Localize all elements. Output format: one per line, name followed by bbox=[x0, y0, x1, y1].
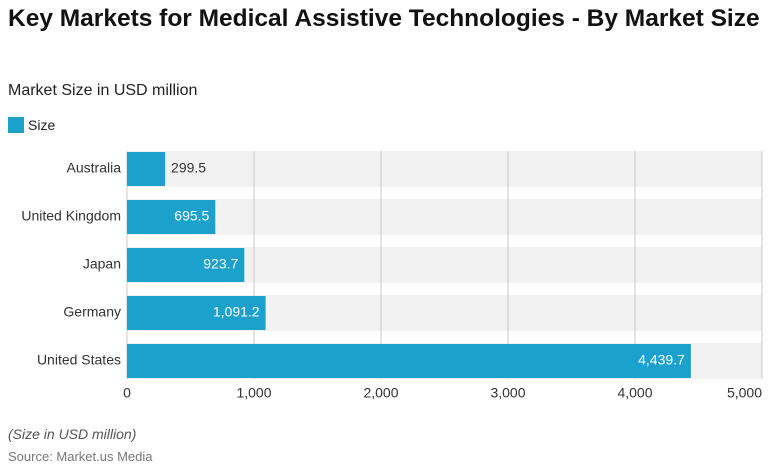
y-tick-label: Japan bbox=[83, 256, 121, 272]
x-tick-label: 3,000 bbox=[490, 385, 525, 401]
value-label: 695.5 bbox=[174, 208, 209, 224]
value-label: 299.5 bbox=[171, 160, 206, 176]
x-tick-label: 0 bbox=[123, 385, 131, 401]
chart-title: Key Markets for Medical Assistive Techno… bbox=[8, 5, 760, 32]
y-tick-label: United Kingdom bbox=[21, 208, 121, 224]
legend-swatch bbox=[8, 117, 24, 133]
value-label: 1,091.2 bbox=[213, 304, 260, 320]
bar bbox=[127, 248, 245, 282]
y-tick-label: Germany bbox=[63, 304, 121, 320]
bar bbox=[127, 200, 216, 234]
row-band bbox=[127, 199, 762, 235]
chart: 0 1,000 2,000 3,000 4,000 5,000 Australia 299.5… bbox=[21, 151, 763, 401]
x-tick-label: 5,000 bbox=[727, 385, 762, 401]
bar bbox=[127, 152, 166, 186]
x-tick-label: 1,000 bbox=[236, 385, 271, 401]
y-tick-label: Australia bbox=[67, 160, 122, 176]
source: Source: Market.us Media bbox=[8, 449, 153, 464]
value-label: 4,439.7 bbox=[638, 352, 685, 368]
chart-subtitle: Market Size in USD million bbox=[8, 82, 198, 99]
legend-label: Size bbox=[28, 117, 56, 133]
bar bbox=[127, 344, 691, 378]
x-tick-label: 4,000 bbox=[617, 385, 652, 401]
note: (Size in USD million) bbox=[8, 426, 137, 442]
bar bbox=[127, 296, 266, 330]
x-tick-label: 2,000 bbox=[363, 385, 398, 401]
row-band bbox=[127, 151, 762, 187]
value-label: 923.7 bbox=[203, 256, 238, 272]
legend: Size bbox=[8, 117, 55, 133]
y-tick-label: United States bbox=[37, 352, 121, 368]
